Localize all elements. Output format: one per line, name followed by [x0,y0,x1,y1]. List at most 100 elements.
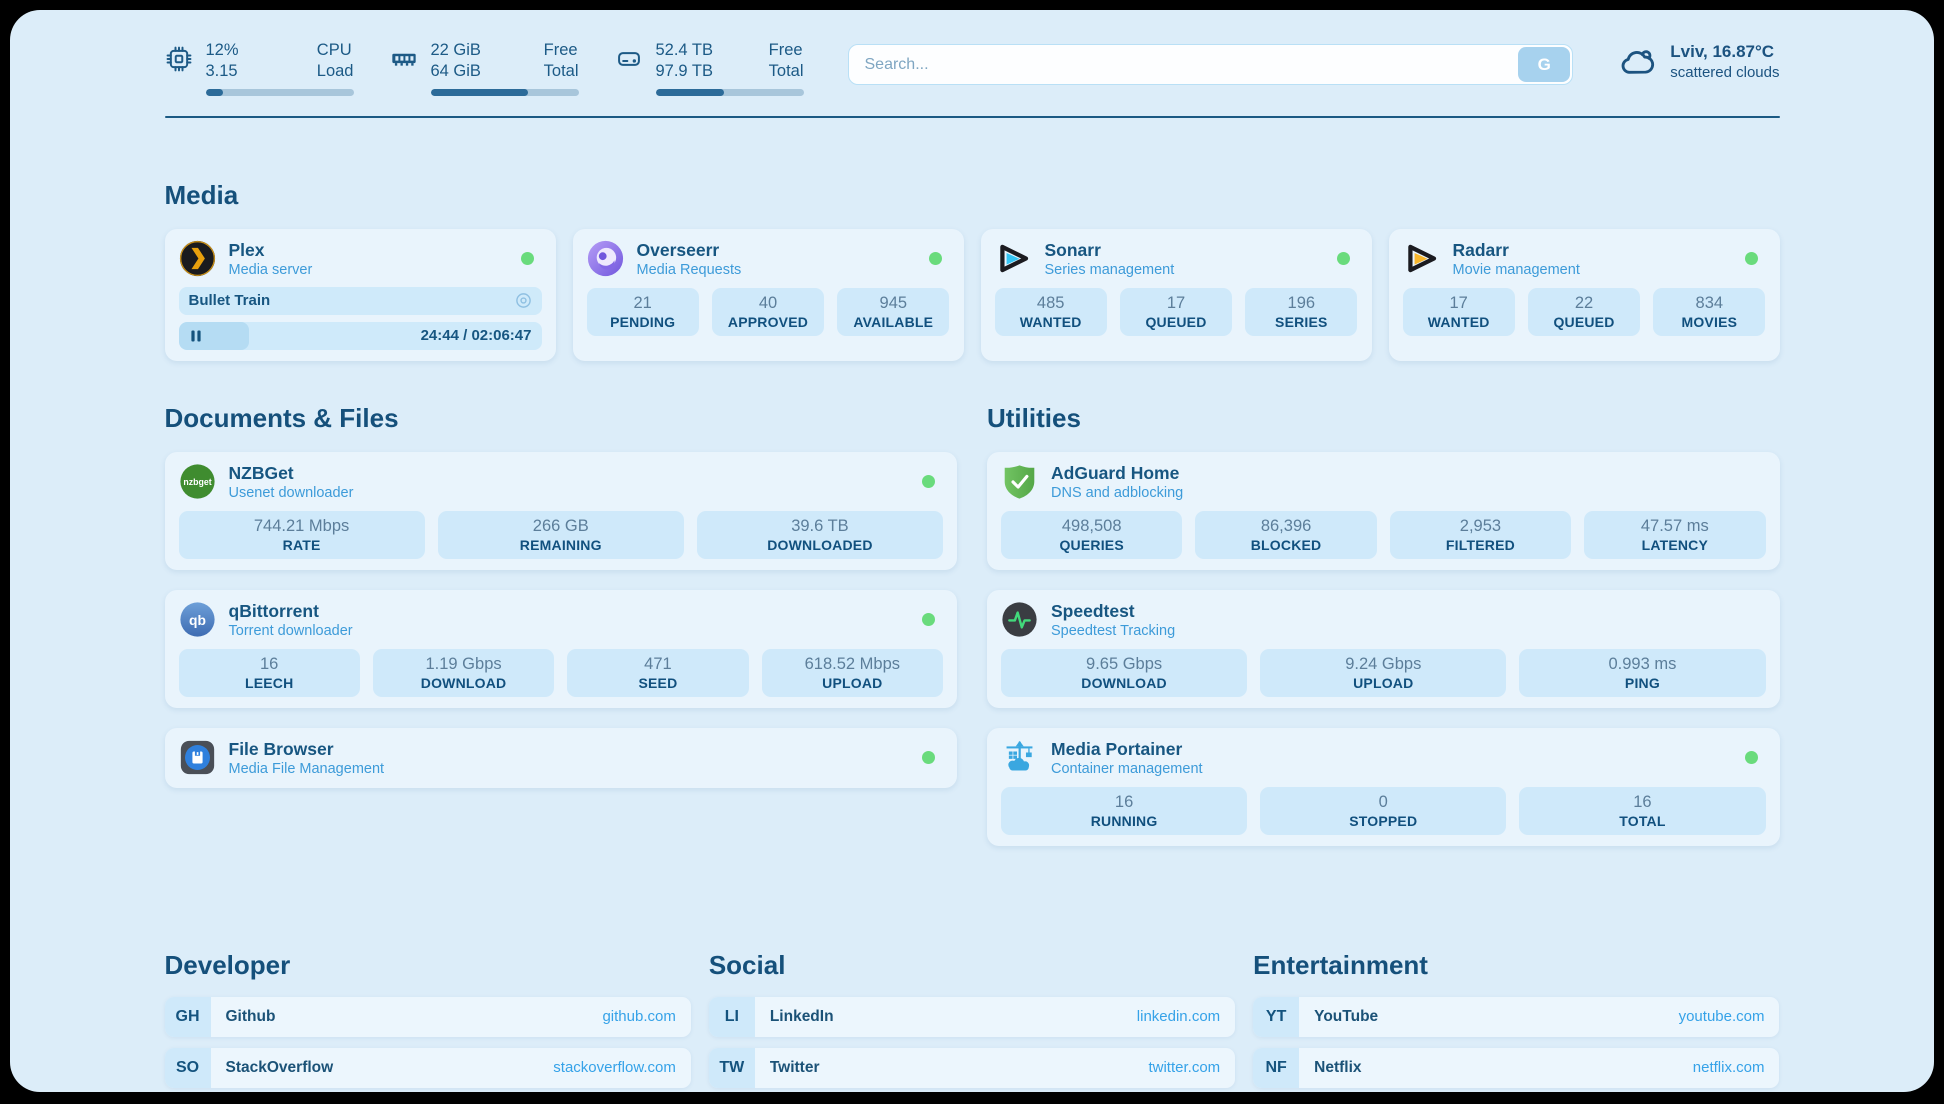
stat-value: 17 [1166,293,1186,312]
stat-label: WANTED [1427,313,1490,330]
search-engine-button[interactable]: G [1518,47,1571,82]
system-stat-label: Total [768,62,804,81]
stat-label: TOTAL [1619,812,1666,829]
disc-icon [515,292,532,309]
stat-label: REMAINING [519,536,602,553]
top-bar: 12% 3.15 CPU Load 22 GiB 64 GiB Free Total 52.4 … [165,40,1780,96]
stat-tile: 39.6 TB DOWNLOADED [696,510,944,559]
stat-value: 39.6 TB [791,516,849,535]
svg-text:qb: qb [189,612,206,628]
header-divider [164,115,1780,118]
status-dot [928,252,942,266]
app-card-plex[interactable]: Plex Media server Bullet Train 24:44 / 02:0… [164,228,556,361]
usage-bar-fill [205,88,224,96]
system-stat-value: 52.4 TB [655,41,713,59]
system-stat-label: Free [768,41,803,59]
app-card-overseerr[interactable]: Overseerr Media Requests 21 PENDING 40 APPROV… [572,228,964,361]
link-section-developer: Developer GH Github github.com SO StackOverfl… [164,950,691,1092]
system-stat-value: 22 GiB [430,41,481,59]
plex-icon [179,240,216,277]
usage-bar [655,88,804,96]
stat-tile: 9.24 Gbps UPLOAD [1260,648,1507,697]
app-card-nzbget[interactable]: nzbget NZBGet Usenet downloader 744.21 Mbps… [164,451,957,570]
pause-icon[interactable] [189,329,203,343]
link-name: Twitter [769,1058,820,1076]
status-dot [922,613,935,627]
stat-value: 834 [1695,293,1724,312]
stat-tile: 17 WANTED [1402,287,1515,336]
section-title: Utilities [987,402,1081,433]
stat-tile: 9.65 Gbps DOWNLOAD [1001,648,1248,697]
status-dot [520,252,534,266]
cpu-icon [165,45,193,73]
stat-tile: 196 SERIES [1245,287,1358,336]
stat-value: 16 [1633,792,1652,811]
stat-label: MOVIES [1681,313,1738,330]
stat-tile: 21 PENDING [586,287,699,336]
app-description: Torrent downloader [228,622,353,639]
usage-bar-fill [430,88,529,96]
link-url: youtube.com [1678,1008,1765,1026]
stat-value: 266 GB [532,516,589,535]
link-url: github.com [602,1008,676,1026]
disk-icon [615,45,643,73]
link-row-stackoverflow[interactable]: SO StackOverflow stackoverflow.com [164,1047,691,1088]
link-badge: YT [1253,996,1300,1037]
stat-tile: 16 LEECH [178,648,360,697]
stat-label: RUNNING [1090,812,1158,829]
link-row-youtube[interactable]: YT YouTube youtube.com [1253,996,1780,1037]
link-name: LinkedIn [769,1007,834,1025]
link-row-github[interactable]: GH Github github.com [164,996,691,1037]
stat-tile: 266 GB REMAINING [437,510,684,559]
now-playing-row: Bullet Train [178,286,542,315]
stat-tile: 16 TOTAL [1519,786,1766,835]
app-card-speedtest[interactable]: Speedtest Speedtest Tracking 9.65 Gbps DOWN… [987,589,1780,708]
status-dot [1336,252,1350,266]
stat-tile: 40 APPROVED [711,287,825,336]
app-card-media-portainer[interactable]: Media Portainer Container management 16 RUN… [987,727,1780,846]
link-row-netflix[interactable]: NF Netflix netflix.com [1253,1047,1780,1088]
app-description: Usenet downloader [228,484,354,501]
app-card-radarr[interactable]: Radarr Movie management 17 WANTED 22 QUEUED 83… [1388,228,1780,361]
app-card-file-browser[interactable]: File Browser Media File Management [164,727,957,788]
system-stat-label: CPU [316,41,352,59]
app-name: Sonarr [1044,239,1101,260]
stat-label: FILTERED [1445,536,1515,553]
stat-tile: 47.57 ms LATENCY [1584,510,1766,559]
stat-label: UPLOAD [822,674,883,691]
stat-value: 86,396 [1260,516,1312,535]
stat-value: 21 [633,293,652,312]
svg-text:nzbget: nzbget [183,477,211,487]
link-name: Github [225,1007,276,1025]
stat-value: 196 [1287,293,1316,312]
stat-label: PING [1624,674,1660,691]
filebrowser-icon [179,739,216,776]
status-dot [922,751,935,765]
stat-value: 17 [1449,293,1468,312]
link-row-twitter[interactable]: TW Twitter twitter.com [708,1047,1236,1088]
app-card-qbittorrent[interactable]: qb qBittorrent Torrent downloader 16 LEECH 1.… [164,589,957,708]
qbittorrent-icon: qb [179,601,216,638]
section-title: Social [708,949,786,980]
link-url: stackoverflow.com [553,1059,676,1077]
stat-label: QUEUED [1553,313,1615,330]
system-stat-value: 97.9 TB [655,62,713,81]
stat-value: 618.52 Mbps [804,654,901,673]
status-dot [1744,252,1758,266]
weather-widget: Lviv, 16.87°C scattered clouds [1619,42,1780,81]
app-card-sonarr[interactable]: Sonarr Series management 485 WANTED 17 QUEUED… [980,228,1372,361]
app-name: AdGuard Home [1051,462,1180,483]
link-row-linkedin[interactable]: LI LinkedIn linkedin.com [708,996,1236,1037]
stat-value: 1.19 Gbps [425,654,502,673]
usage-bar [205,88,354,96]
link-badge: TW [708,1047,755,1088]
media-card-grid: Plex Media server Bullet Train 24:44 / 02:0… [164,228,1780,361]
search-input[interactable] [847,44,1574,85]
stat-label: LATENCY [1641,536,1709,553]
app-card-adguard-home[interactable]: AdGuard Home DNS and adblocking 498,508 QUE… [987,451,1780,570]
section-media: Media Plex Media server Bullet Train 24:44 … [164,180,1780,361]
usage-bar-fill [655,88,724,96]
link-url: netflix.com [1692,1059,1765,1077]
stat-value: 945 [879,293,908,312]
status-dot [922,475,935,489]
